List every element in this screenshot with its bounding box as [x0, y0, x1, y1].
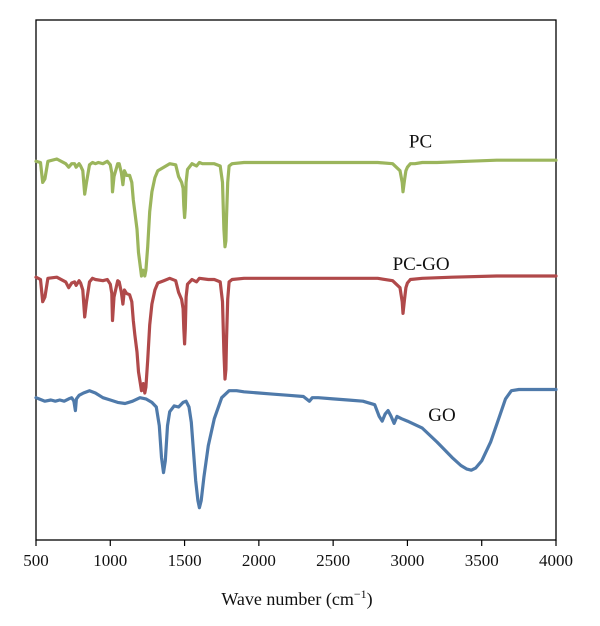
- x-tick-label: 500: [23, 551, 49, 570]
- series-label-pc: PC: [409, 131, 432, 152]
- series-label-go: GO: [428, 405, 455, 426]
- x-tick-label: 1000: [93, 551, 127, 570]
- x-axis-ticks: 500 1000 1500 2000 2500 3000 3500 4000: [23, 540, 573, 570]
- x-tick-label: 1500: [168, 551, 202, 570]
- x-tick-label: 3000: [390, 551, 424, 570]
- series-traces: [34, 157, 558, 510]
- series-line-go: [34, 387, 558, 510]
- x-axis-title: Wave number (cm−1): [221, 587, 372, 610]
- x-tick-label: 4000: [539, 551, 573, 570]
- plot-frame: [35, 19, 557, 541]
- series-line-pc-go: [34, 274, 558, 395]
- series-line-pc: [34, 157, 558, 278]
- x-tick-label: 2000: [242, 551, 276, 570]
- x-tick-label: 3500: [465, 551, 499, 570]
- x-tick-label: 2500: [316, 551, 350, 570]
- series-labels: PC PC-GO GO: [393, 131, 456, 426]
- series-label-pc-go: PC-GO: [393, 254, 450, 275]
